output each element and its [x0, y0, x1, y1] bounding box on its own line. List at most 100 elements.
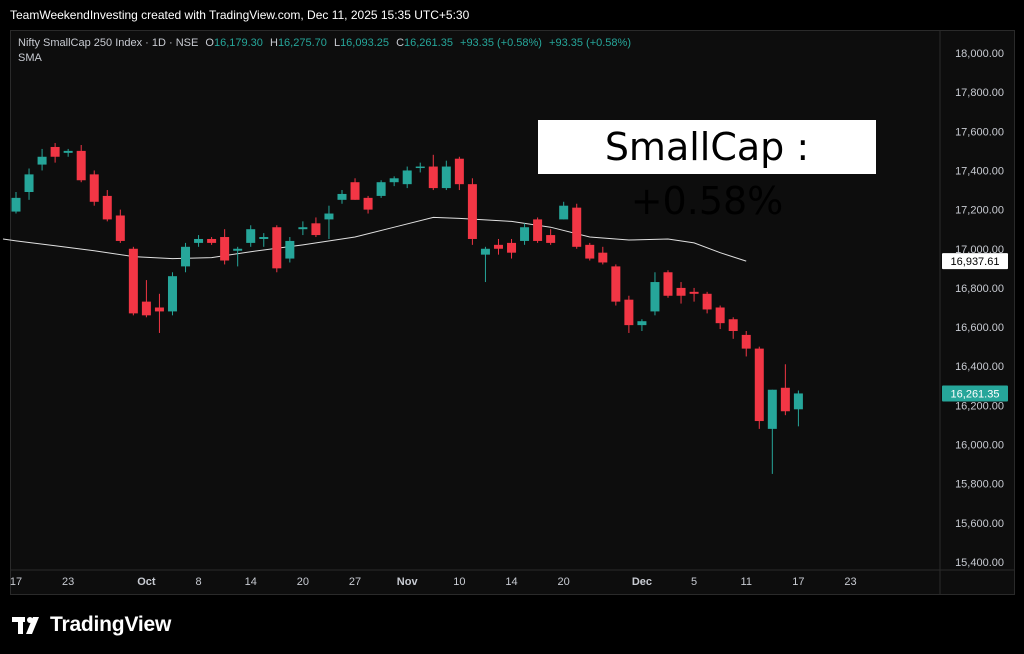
- candle-body: [154, 307, 164, 312]
- x-tick-label: Dec: [632, 576, 652, 588]
- last-price-label: 16,261.35: [951, 388, 1000, 400]
- legend-close-label: C: [396, 37, 405, 49]
- candle-body: [363, 197, 373, 210]
- candle-body: [50, 146, 60, 157]
- x-tick-label: 27: [349, 576, 361, 588]
- x-tick-label: 23: [844, 576, 856, 588]
- legend-high-label: H: [269, 37, 278, 49]
- candle-body: [102, 195, 112, 220]
- y-tick-label: 16,200.00: [955, 400, 1004, 412]
- candle-body: [233, 248, 243, 251]
- candle-body: [754, 348, 764, 422]
- x-tick-label: Oct: [137, 576, 156, 588]
- legend-open-label: O: [205, 37, 214, 49]
- legend-low-label: L: [333, 37, 341, 49]
- candle-body: [337, 193, 347, 200]
- candle-body: [63, 150, 73, 153]
- y-tick-label: 16,400.00: [955, 361, 1004, 373]
- tradingview-brand: TradingView: [50, 613, 172, 636]
- candle-body: [415, 166, 425, 169]
- candle-body: [533, 219, 543, 241]
- candle-body: [24, 174, 34, 192]
- candle-body: [572, 207, 582, 247]
- x-tick-label: 17: [792, 576, 804, 588]
- candle-body: [311, 223, 321, 236]
- x-tick-label: 20: [297, 576, 309, 588]
- candle-body: [676, 287, 686, 296]
- y-tick-label: 17,800.00: [955, 87, 1004, 99]
- candle-body: [115, 215, 125, 241]
- candle-body: [702, 293, 712, 310]
- candle-body: [194, 238, 204, 243]
- candle-body: [598, 252, 608, 263]
- candle-body: [585, 244, 595, 259]
- candle-body: [207, 238, 217, 243]
- candle-body: [637, 321, 647, 326]
- candle-body: [11, 197, 21, 212]
- x-tick-label: 5: [691, 576, 697, 588]
- legend-high-value: 16,275.70: [277, 37, 327, 49]
- candle-body: [741, 334, 751, 349]
- candle-body: [780, 387, 790, 412]
- candle-body: [246, 229, 256, 243]
- candle-body: [480, 248, 490, 255]
- sma-price-label-bg: [942, 253, 1008, 270]
- candle-body: [89, 174, 99, 202]
- candle-body: [350, 182, 360, 200]
- candle-body: [507, 242, 517, 253]
- candle-body: [715, 307, 725, 324]
- candle-body: [559, 205, 569, 220]
- legend-change: +93.35 (+0.58%): [460, 37, 542, 49]
- candle-body: [663, 272, 673, 296]
- sma-price-label: 16,937.61: [951, 256, 1000, 268]
- y-tick-label: 17,000.00: [955, 244, 1004, 256]
- x-tick-label: Nov: [397, 576, 419, 588]
- candle-body: [689, 291, 699, 294]
- candle-body: [298, 227, 308, 230]
- candle-body: [376, 182, 386, 196]
- candle-body: [128, 248, 138, 314]
- candle-body: [467, 184, 477, 239]
- legend-sma-indicator[interactable]: SMA: [18, 52, 42, 64]
- candle-body: [272, 227, 282, 269]
- tradingview-logo-icon: [12, 614, 46, 636]
- tradingview-logo[interactable]: TradingView: [12, 612, 171, 638]
- legend-change-2: +93.35 (+0.58%): [549, 37, 631, 49]
- candle-body: [624, 299, 634, 326]
- x-tick-label: 8: [195, 576, 201, 588]
- sma-line: [2, 216, 747, 262]
- candle-body: [37, 156, 47, 165]
- y-tick-label: 18,000.00: [955, 48, 1004, 60]
- x-tick-label: 17: [10, 576, 22, 588]
- candle-body: [546, 235, 556, 243]
- x-tick-label: 14: [245, 576, 257, 588]
- legend-open-value: 16,179.30: [213, 37, 263, 49]
- candle-body: [728, 319, 738, 331]
- y-tick-label: 16,800.00: [955, 283, 1004, 295]
- candle-body: [454, 158, 464, 185]
- y-tick-label: 17,400.00: [955, 165, 1004, 177]
- candle-body: [441, 166, 451, 189]
- legend-close-value: 16,261.35: [404, 37, 453, 49]
- legend-symbol: Nifty SmallCap 250 Index · 1D · NSE: [18, 37, 199, 49]
- candle-body: [389, 178, 399, 183]
- legend-low-value: 16,093.25: [340, 37, 389, 49]
- annotation-box: SmallCap : +0.58%: [538, 120, 876, 223]
- y-tick-label: 16,000.00: [955, 440, 1004, 452]
- candle-body: [650, 282, 660, 312]
- x-tick-label: 20: [558, 576, 570, 588]
- last-price-label-bg: [942, 385, 1008, 402]
- candle-body: [428, 166, 438, 189]
- footer: [0, 596, 1024, 654]
- y-tick-label: 16,600.00: [955, 322, 1004, 334]
- candle-body: [220, 237, 230, 261]
- chart-header: TeamWeekendInvesting created with Tradin…: [0, 0, 1024, 30]
- candle-body: [76, 150, 86, 181]
- y-tick-label: 17,600.00: [955, 126, 1004, 138]
- candle-body: [167, 276, 177, 312]
- x-tick-label: 11: [741, 576, 752, 588]
- candle-body: [324, 213, 334, 220]
- chart-legend: Nifty SmallCap 250 Index · 1D · NSE O16,…: [18, 37, 631, 64]
- y-tick-label: 15,400.00: [955, 557, 1004, 569]
